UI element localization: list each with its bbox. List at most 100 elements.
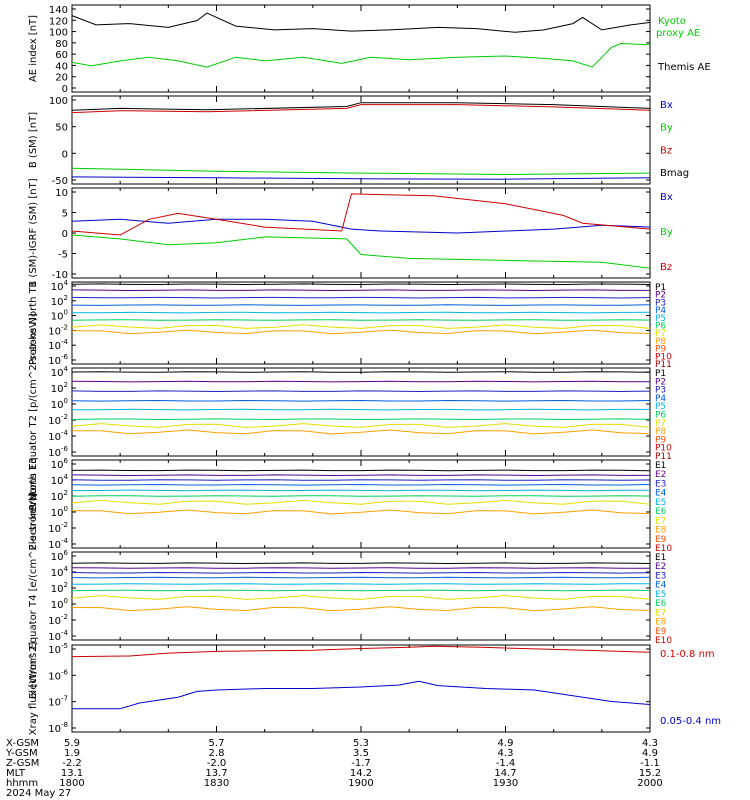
panel-8: 10-5 10-6 10-7 10-8 Xray flux [W/m^2] 0.1-0.8… [28, 642, 721, 736]
channel-trace [71, 390, 651, 393]
y-tick-label: 80 [55, 39, 68, 50]
ephemeris-value: 5.9 [64, 738, 80, 749]
legend-entry: Bz [660, 262, 672, 273]
channel-trace [71, 583, 650, 585]
channel-trace [71, 296, 651, 299]
legend-entry: E4 [655, 489, 667, 499]
channel-trace [71, 371, 651, 373]
ephemeris-value: -1.1 [640, 758, 660, 769]
y-tick-label: 10-4 [48, 429, 68, 443]
date-label: 2024 May 27 [6, 788, 71, 799]
ephemeris-value: 1830 [204, 778, 229, 789]
panel-7: 106 104 102 100 10-2 10-4 Electrons Equator T4… [28, 493, 672, 699]
ephemeris-value: -2.0 [207, 758, 227, 769]
channel-trace [71, 576, 651, 579]
legend-entry: P4 [655, 394, 666, 404]
y-tick-label: 10-4 [48, 629, 68, 643]
channel-trace [71, 571, 651, 574]
y-tick-label: 10-6 [48, 668, 68, 682]
y-tick-label: 102 [51, 581, 68, 595]
panel-6: 106 104 102 100 10-2 10-4 Electrons North T3 E1… [28, 457, 672, 554]
ephemeris-value: -1.4 [496, 758, 516, 769]
y-tick-label: 10-6 [48, 353, 68, 367]
ephemeris-label: X-GSM [6, 738, 39, 749]
series-line-by [71, 234, 651, 269]
series-line-bz [71, 193, 651, 236]
ephemeris-value: 3.5 [353, 748, 369, 759]
legend-entry: E5 [655, 590, 666, 600]
channel-trace [71, 408, 650, 411]
channel-trace [71, 329, 651, 335]
legend-entry: Bmag [660, 168, 689, 179]
legend-entry: P10 [655, 444, 672, 454]
y-axis-label: AE index [nT] [28, 15, 39, 82]
legend-entry: E9 [655, 627, 667, 637]
panel-frame [71, 4, 651, 93]
panel-frame [71, 187, 651, 279]
y-tick-label: 10-8 [48, 721, 68, 735]
legend-entry: E2 [655, 470, 666, 480]
y-axis-label: Protons Equator T2 [p/(cm^2-s-sr-keV)] [28, 313, 39, 510]
y-tick-label: 60 [55, 50, 68, 61]
legend-entry: E6 [655, 507, 667, 517]
panel-frame [71, 644, 651, 733]
channel-trace [71, 311, 651, 314]
y-tick-label: 10 [55, 188, 68, 199]
ephemeris-value: 14.7 [494, 768, 516, 779]
series-line-bz [71, 104, 651, 114]
legend-entry: P2 [655, 377, 666, 387]
legend-entry: Bx [660, 100, 673, 111]
legend-entry: 0.05-0.4 nm [660, 716, 721, 727]
channel-trace [71, 319, 651, 321]
legend-entry: P1 [655, 369, 666, 379]
y-axis-label: Electrons North T3 [28, 457, 39, 550]
y-tick-label: 100 [49, 96, 68, 107]
y-tick-label: 100 [51, 597, 68, 611]
ephemeris-value: 1930 [493, 778, 518, 789]
y-tick-label: 104 [51, 473, 69, 487]
legend-entry: P10 [655, 352, 672, 362]
ephemeris-value: 4.3 [642, 738, 658, 749]
ephemeris-value: -1.7 [351, 758, 371, 769]
legend-entry: E2 [655, 562, 666, 572]
legend-entry: P5 [655, 402, 666, 412]
y-tick-label: 102 [51, 381, 68, 395]
y-tick-label: 120 [49, 16, 68, 27]
channel-trace [71, 589, 651, 592]
legend-entry: P2 [655, 291, 666, 301]
legend-entry: P7 [655, 329, 666, 339]
legend-entry: P9 [655, 435, 666, 445]
legend-entry: E8 [655, 618, 667, 628]
ephemeris-value: 13.7 [205, 768, 227, 779]
y-tick-label: 40 [55, 61, 68, 72]
ephemeris-value: 13.1 [61, 768, 83, 779]
channel-trace [71, 429, 651, 435]
y-tick-label: 102 [51, 489, 68, 503]
channel-trace [71, 499, 651, 505]
ephemeris-value: 2000 [637, 778, 662, 789]
legend-entry: Bx [660, 192, 673, 203]
legend-entry: P4 [655, 306, 666, 316]
y-tick-label: 10-5 [48, 642, 68, 656]
legend-entry: E3 [655, 571, 666, 581]
y-tick-label: 106 [51, 549, 69, 563]
series-line-0-1-0-8-nm [71, 645, 651, 658]
y-tick-label: 20 [55, 73, 68, 84]
channel-trace [71, 469, 651, 472]
legend-entry: E9 [655, 535, 667, 545]
y-tick-label: 5 [62, 209, 68, 220]
legend-entry: P11 [655, 452, 672, 462]
ephemeris-value: 5.3 [353, 738, 369, 749]
channel-trace [71, 567, 650, 569]
y-axis-label: Xray flux [W/m^2] [28, 642, 39, 736]
ephemeris-label: MLT [6, 768, 26, 779]
ephemeris-value: 2.8 [209, 748, 225, 759]
channel-trace [71, 483, 651, 486]
legend-entry: E3 [655, 479, 666, 489]
y-tick-label: 100 [51, 505, 68, 519]
channel-trace [71, 495, 651, 497]
